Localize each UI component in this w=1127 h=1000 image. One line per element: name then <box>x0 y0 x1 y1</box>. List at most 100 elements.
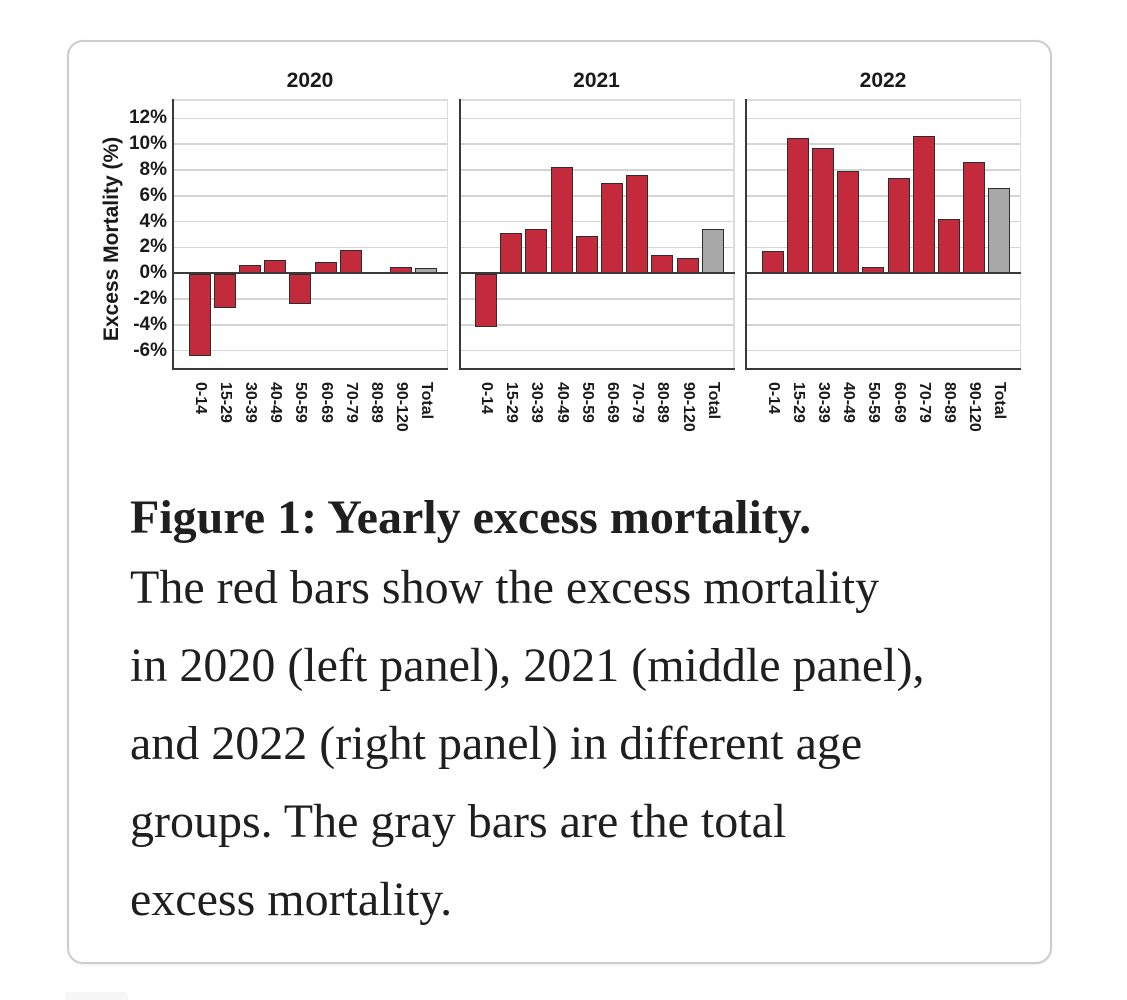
y-axis-spine <box>745 99 747 370</box>
y-tick-label-8: 8% <box>139 158 167 180</box>
excess-mortality-chart: Excess Mortality (%) 12% 10% 8% 6% 4% 2% 0% -2%… <box>69 42 1054 472</box>
y-tick-label--2: -2% <box>133 288 167 310</box>
gridline <box>172 169 448 171</box>
plot-top-edge <box>745 99 1021 101</box>
bar-2022-30-39 <box>811 148 834 275</box>
x-tick-labels-2022: 0-14 15-29 30-39 40-49 50-59 60-69 70-79 80-89 9… <box>745 376 1021 472</box>
bar-2022-80-89 <box>937 219 960 275</box>
x-tick-label-60-69: 60-69 <box>890 382 908 423</box>
x-tick-label-Total: Total <box>991 382 1009 420</box>
gridline <box>745 117 1021 120</box>
bar-2021-30-39 <box>525 229 548 275</box>
bar-2022-0-14 <box>761 251 784 275</box>
x-tick-label-Total: Total <box>418 382 436 420</box>
gridline <box>172 220 448 223</box>
y-tick-label-0: 0% <box>139 262 167 284</box>
x-tick-label-0-14: 0-14 <box>191 382 209 415</box>
gridline <box>458 298 735 300</box>
plot-right-edge <box>733 99 735 370</box>
gridline <box>458 143 735 145</box>
x-tick-labels-2020: 0-14 15-29 30-39 40-49 50-59 60-69 70-79 80-89 9… <box>172 376 448 472</box>
x-axis-spine <box>172 367 448 370</box>
panel-title-2021: 2021 <box>573 69 620 92</box>
gridline <box>745 324 1021 326</box>
gridline <box>172 195 448 197</box>
gridline <box>458 117 735 120</box>
y-tick-label-12: 12% <box>128 107 167 129</box>
x-tick-label-90-120: 90-120 <box>393 382 411 432</box>
x-tick-label-0-14: 0-14 <box>478 382 495 415</box>
panel-plot-2022 <box>745 99 1021 370</box>
bar-2022-90-120 <box>963 162 986 275</box>
y-axis-spine <box>172 99 174 370</box>
x-tick-label-60-69: 60-69 <box>604 382 621 423</box>
bar-2022-15-29 <box>786 137 809 275</box>
bar-2021-15-29 <box>500 233 523 275</box>
caption-line: and 2022 (right panel) in different age <box>130 717 863 770</box>
x-tick-label-80-89: 80-89 <box>367 382 385 423</box>
x-tick-label-70-79: 70-79 <box>342 382 360 423</box>
y-tick-label--6: -6% <box>133 339 167 361</box>
plot-top-edge <box>172 99 448 101</box>
plot-right-edge <box>446 99 448 370</box>
bar-2021-60-69 <box>601 182 623 275</box>
x-tick-label-80-89: 80-89 <box>940 382 958 423</box>
y-tick-label-6: 6% <box>139 184 167 206</box>
bar-2021-Total <box>701 229 724 275</box>
bar-2022-40-49 <box>837 171 860 275</box>
plot-right-edge <box>1019 99 1021 370</box>
gridline <box>745 220 1021 223</box>
panel-title-2022: 2022 <box>859 69 907 92</box>
x-tick-label-Total: Total <box>704 382 722 420</box>
x-tick-label-15-29: 15-29 <box>503 382 521 423</box>
panel-title-2020: 2020 <box>286 69 334 92</box>
gridline <box>745 246 1021 249</box>
x-tick-label-40-49: 40-49 <box>267 382 285 423</box>
x-tick-label-30-39: 30-39 <box>528 382 546 423</box>
caption-line: groups. The gray bars are the total <box>130 795 787 848</box>
y-tick-label-2: 2% <box>139 236 167 258</box>
gridline <box>745 169 1021 171</box>
x-axis-spine <box>745 367 1021 370</box>
gridline <box>172 117 448 120</box>
x-tick-label-50-59: 50-59 <box>578 382 596 423</box>
plot-top-edge <box>458 99 735 101</box>
bar-2022-60-69 <box>887 177 910 275</box>
bar-2022-70-79 <box>912 136 935 275</box>
gridline <box>172 324 448 326</box>
bar-2020-0-14 <box>188 274 211 356</box>
x-tick-label-15-29: 15-29 <box>789 382 807 423</box>
bar-2020-15-29 <box>213 274 236 308</box>
x-tick-label-70-79: 70-79 <box>915 382 933 423</box>
y-tick-label-10: 10% <box>128 133 167 155</box>
x-tick-label-40-49: 40-49 <box>840 382 858 423</box>
gridline <box>172 246 448 249</box>
x-axis-spine <box>458 367 735 370</box>
x-tick-label-80-89: 80-89 <box>654 382 672 423</box>
zero-axis-line <box>172 271 448 275</box>
bar-2021-70-79 <box>626 175 649 275</box>
zero-axis-line <box>745 271 1021 275</box>
x-tick-label-90-120: 90-120 <box>966 382 984 432</box>
x-tick-label-70-79: 70-79 <box>629 382 647 423</box>
bar-2021-0-14 <box>475 274 497 328</box>
gridline <box>172 349 448 352</box>
caption-line: excess mortality. <box>130 873 453 926</box>
gridline <box>745 349 1021 352</box>
gridline <box>458 195 735 197</box>
gridline <box>745 195 1021 197</box>
gridline <box>458 324 735 326</box>
x-tick-label-30-39: 30-39 <box>241 382 259 423</box>
x-tick-label-30-39: 30-39 <box>814 382 832 423</box>
panel-plot-2020 <box>172 99 448 370</box>
x-tick-label-60-69: 60-69 <box>317 382 335 423</box>
caption-title: Figure 1: Yearly excess mortality. <box>130 491 812 544</box>
bar-2022-Total <box>988 188 1011 275</box>
gridline <box>458 220 735 223</box>
gridline <box>745 143 1021 145</box>
next-card-peek <box>65 992 128 1000</box>
gridline <box>172 143 448 145</box>
bar-2020-70-79 <box>339 249 362 275</box>
caption-line: The red bars show the excess mortality <box>130 561 880 614</box>
y-tick-label--4: -4% <box>133 313 167 335</box>
